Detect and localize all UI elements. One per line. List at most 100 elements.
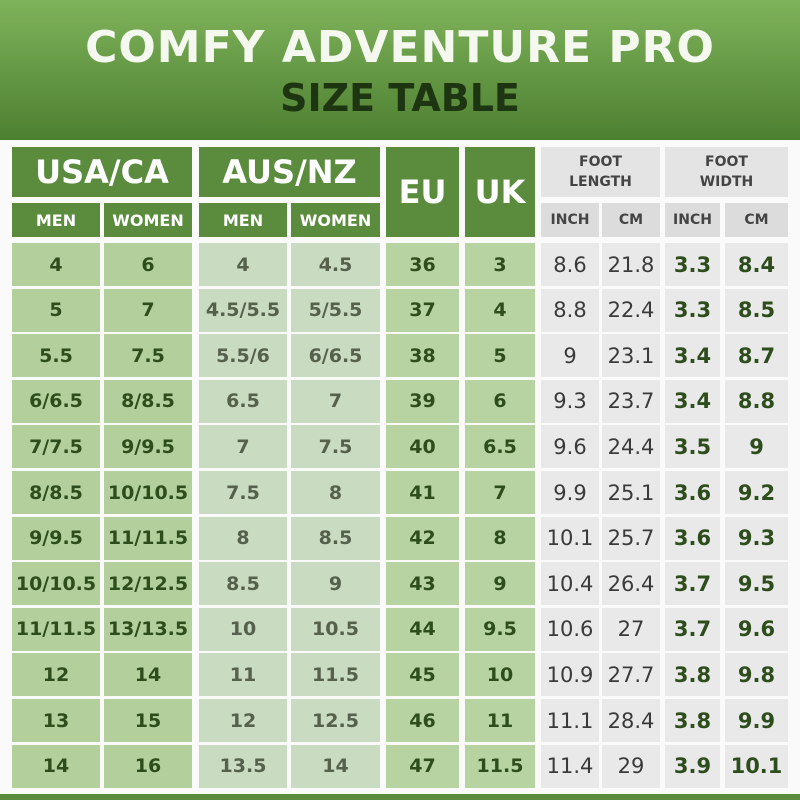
table-cell: 13.5 [199,744,287,788]
group-header: FOOT WIDTH [665,147,788,197]
table-cell: 12/12.5 [104,562,192,606]
table-cell: 9.3 [541,379,599,423]
table-cell: 15 [104,699,192,742]
table-cell: 3.6 [665,471,720,514]
table-cell: 7 [104,288,192,332]
table-cell: 23.1 [602,334,660,378]
table-cell: 3.5 [665,425,720,469]
group-header: EU [386,147,459,237]
table-cell: 5.5 [12,334,100,378]
table-cell: 21.8 [602,243,660,286]
table-cell: 8.6 [541,243,599,286]
table-cell: 26.4 [602,562,660,606]
table-cell: 9 [725,425,788,469]
table-cell: 5 [12,288,100,332]
table-cell: 13/13.5 [104,607,192,651]
table-cell: 11/11.5 [12,607,100,651]
table-cell: 8.8 [725,379,788,423]
table-cell: 12 [199,699,287,742]
table-cell: 14 [104,653,192,697]
table-cell: 7 [291,379,380,423]
table-cell: 9 [291,562,380,606]
table-cell: 9/9.5 [12,516,100,560]
subheader: WOMEN [104,203,192,237]
table-cell: 3.3 [665,243,720,286]
table-cell: 5.5/6 [199,334,287,378]
table-cell: 3.4 [665,334,720,378]
table-cell: 5/5.5 [291,288,380,332]
table-cell: 9.3 [725,516,788,560]
group-header: UK [465,147,535,237]
table-cell: 42 [386,516,459,560]
table-cell: 10.9 [541,653,599,697]
table-cell: 6.5 [199,379,287,423]
table-cell: 16 [104,744,192,788]
table-cell: 38 [386,334,459,378]
table-cell: 4 [199,243,287,286]
table-cell: 7/7.5 [12,425,100,469]
table-cell: 37 [386,288,459,332]
table-cell: 6 [104,243,192,286]
table-cell: 8.5 [725,288,788,332]
subheader: MEN [199,203,287,237]
table-cell: 9.9 [725,699,788,742]
table-cell: 9 [465,562,535,606]
table-cell: 9.8 [725,653,788,697]
table-cell: 3.6 [665,516,720,560]
table-cell: 29 [602,744,660,788]
table-cell: 11.1 [541,699,599,742]
table-cell: 11.5 [465,744,535,788]
table-cell: 10/10.5 [12,562,100,606]
table-cell: 3.8 [665,653,720,697]
table-cell: 10.1 [541,516,599,560]
table-cell: 3.7 [665,562,720,606]
table-cell: 8.8 [541,288,599,332]
table-cell: 25.1 [602,471,660,514]
table-cell: 25.7 [602,516,660,560]
table-cell: 8/8.5 [104,379,192,423]
subtitle: SIZE TABLE [280,76,520,120]
subheader: INCH [541,203,599,237]
table-cell: 24.4 [602,425,660,469]
table-cell: 4 [12,243,100,286]
table-cell: 8 [291,471,380,514]
table-cell: 3.4 [665,379,720,423]
table-cell: 9/9.5 [104,425,192,469]
table-cell: 43 [386,562,459,606]
table-cell: 44 [386,607,459,651]
table-cell: 9.5 [465,607,535,651]
subheader: INCH [665,203,720,237]
table-cell: 9.5 [725,562,788,606]
table-cell: 3.9 [665,744,720,788]
table-cell: 11 [465,699,535,742]
group-header: AUS/NZ [199,147,380,197]
table-cell: 4 [465,288,535,332]
table-cell: 7 [199,425,287,469]
table-cell: 10.5 [291,607,380,651]
table-cell: 7.5 [199,471,287,514]
table-cell: 9.9 [541,471,599,514]
table-cell: 5 [465,334,535,378]
table-cell: 3.8 [665,699,720,742]
table-cell: 3.3 [665,288,720,332]
table-cell: 8.5 [291,516,380,560]
table-cell: 8.7 [725,334,788,378]
table-cell: 10.4 [541,562,599,606]
header-banner: COMFY ADVENTURE PRO SIZE TABLE [0,0,800,140]
table-cell: 6/6.5 [291,334,380,378]
table-cell: 3 [465,243,535,286]
table-cell: 9.6 [725,607,788,651]
table-cell: 10.6 [541,607,599,651]
table-cell: 12.5 [291,699,380,742]
table-cell: 7.5 [104,334,192,378]
table-cell: 8 [199,516,287,560]
table-cell: 10 [199,607,287,651]
subheader: WOMEN [291,203,380,237]
group-header: USA/CA [12,147,192,197]
table-cell: 27 [602,607,660,651]
table-cell: 8.4 [725,243,788,286]
table-cell: 10.1 [725,744,788,788]
table-cell: 36 [386,243,459,286]
subheader: CM [725,203,788,237]
